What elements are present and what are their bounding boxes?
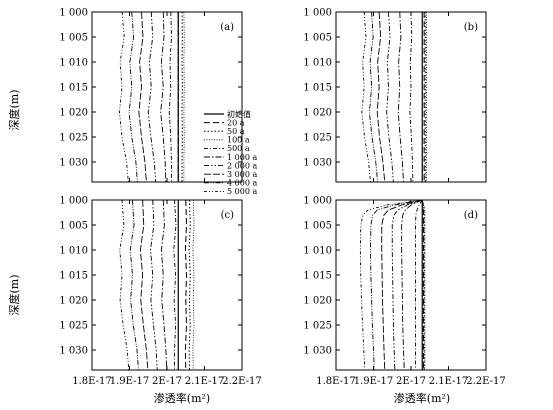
panel-d: 1 000 1 005 1 010 1 015 1 020 1 025 1 030 1.8E-…: [303, 196, 505, 388]
series-1000a: [160, 11, 167, 183]
x-tick-label: 2E-17: [152, 376, 182, 387]
panel-label: (b): [464, 22, 478, 33]
y-tick-label: 1 015: [59, 271, 88, 282]
series-50a: [421, 199, 425, 370]
x-tick-label: 2E-17: [396, 376, 426, 387]
y-tick-label: 1 015: [59, 83, 88, 94]
y-tick-label: 1 030: [59, 158, 88, 169]
y-tick-label: 1 000: [303, 196, 332, 207]
y-tick-label: 1 015: [303, 271, 332, 282]
legend-entry: 初始值: [227, 109, 251, 119]
y-tick-label: 1 000: [303, 8, 332, 19]
series-4000a: [370, 199, 423, 371]
series-5000a: [359, 199, 423, 371]
x-tick-label: 2.2E-17: [466, 376, 506, 387]
panel-frame: [335, 199, 487, 371]
series-500a: [409, 11, 414, 183]
y-tick-label: 1 005: [59, 33, 88, 44]
series-3000a: [376, 11, 386, 183]
series-4000a: [368, 11, 379, 183]
series-20a: [184, 199, 188, 371]
legend-entry: 1 000 a: [227, 153, 257, 162]
y-tick-label: 1 000: [59, 8, 88, 19]
x-tick-label: 2.1E-17: [429, 376, 469, 387]
series-2000a: [147, 11, 157, 183]
y-tick-label: 1 010: [303, 58, 332, 69]
y-tick-label: 1 025: [59, 133, 88, 144]
y-tick-label: 1 025: [59, 321, 88, 332]
y-tick-label: 1 030: [303, 158, 332, 169]
series-500a: [415, 199, 423, 370]
series-4000a: [129, 199, 139, 371]
legend-entry: 500 a: [227, 144, 250, 153]
panel-a: 1 000 1 005 1 010 1 015 1 020 1 025 1 030 (a): [59, 8, 243, 183]
series-100a: [192, 199, 195, 371]
y-tick-label: 1 020: [303, 108, 332, 119]
y-tick-label: 1 030: [303, 346, 332, 357]
series-4000a: [128, 11, 138, 183]
x-tick-label: 1.9E-17: [354, 376, 394, 387]
panel-label: (c): [221, 210, 235, 221]
legend-entry: 3 000 a: [227, 170, 257, 179]
x-tick-label: 1.8E-17: [72, 376, 112, 387]
y-tick-label: 1 010: [303, 246, 332, 257]
x-axis-label-left: 渗透率(m²): [154, 391, 210, 405]
y-tick-label: 1 010: [59, 246, 88, 257]
series-1000a: [401, 199, 423, 371]
y-tick-label: 1 025: [303, 321, 332, 332]
y-tick-label: 1 020: [59, 108, 88, 119]
y-axis-label-top: 深度(m): [7, 89, 21, 130]
y-tick-label: 1 030: [59, 346, 88, 357]
series-1000a: [397, 11, 404, 183]
x-tick-label: 1.8E-17: [316, 376, 356, 387]
series-3000a: [138, 11, 147, 183]
x-tick-label: 1.9E-17: [110, 376, 150, 387]
series-5000a: [119, 199, 130, 371]
legend-entry: 2 000 a: [227, 161, 257, 170]
panel-label: (a): [220, 22, 234, 33]
series-500a: [168, 11, 172, 182]
y-tick-label: 1 020: [303, 296, 332, 307]
series-3000a: [381, 199, 423, 371]
y-tick-label: 1 005: [59, 221, 88, 232]
panel-frame: [335, 11, 487, 183]
panel-frame: [91, 199, 243, 371]
legend-entry: 50 a: [227, 127, 245, 136]
y-tick-label: 1 025: [303, 133, 332, 144]
series-5000a: [118, 11, 129, 183]
x-tick-label: 2.2E-17: [222, 376, 262, 387]
legend-entry: 100 a: [227, 136, 250, 145]
panel-c: 1 000 1 005 1 010 1 015 1 020 1 025 1 030 1.8E-…: [59, 196, 261, 388]
panel-label: (d): [464, 210, 478, 221]
legend-entry: 4 000 a: [227, 179, 257, 188]
y-axis-label-bottom: 深度(m): [7, 274, 21, 315]
series-50a: [188, 199, 191, 371]
y-tick-label: 1 015: [303, 83, 332, 94]
series-500a: [173, 199, 177, 370]
y-tick-label: 1 000: [59, 196, 88, 207]
legend-entry: 5 000 a: [227, 187, 257, 196]
legend-entry: 20 a: [227, 118, 245, 127]
x-axis-label-right: 渗透率(m²): [394, 391, 450, 405]
y-tick-label: 1 005: [303, 33, 332, 44]
y-tick-label: 1 020: [59, 296, 88, 307]
panel-frame: [91, 11, 243, 183]
series-100a: [421, 199, 426, 370]
series-2000a: [391, 199, 423, 371]
series-2000a: [150, 199, 158, 371]
y-tick-label: 1 005: [303, 221, 332, 232]
series-1000a: [160, 199, 168, 371]
series-5000a: [361, 11, 371, 183]
y-tick-label: 1 010: [59, 58, 88, 69]
series-20a: [421, 199, 424, 370]
series-3000a: [139, 199, 149, 371]
panel-b: 1 000 1 005 1 010 1 015 1 020 1 025 1 030 (b): [303, 8, 487, 183]
x-tick-label: 2.1E-17: [185, 376, 225, 387]
series-2000a: [386, 11, 394, 183]
